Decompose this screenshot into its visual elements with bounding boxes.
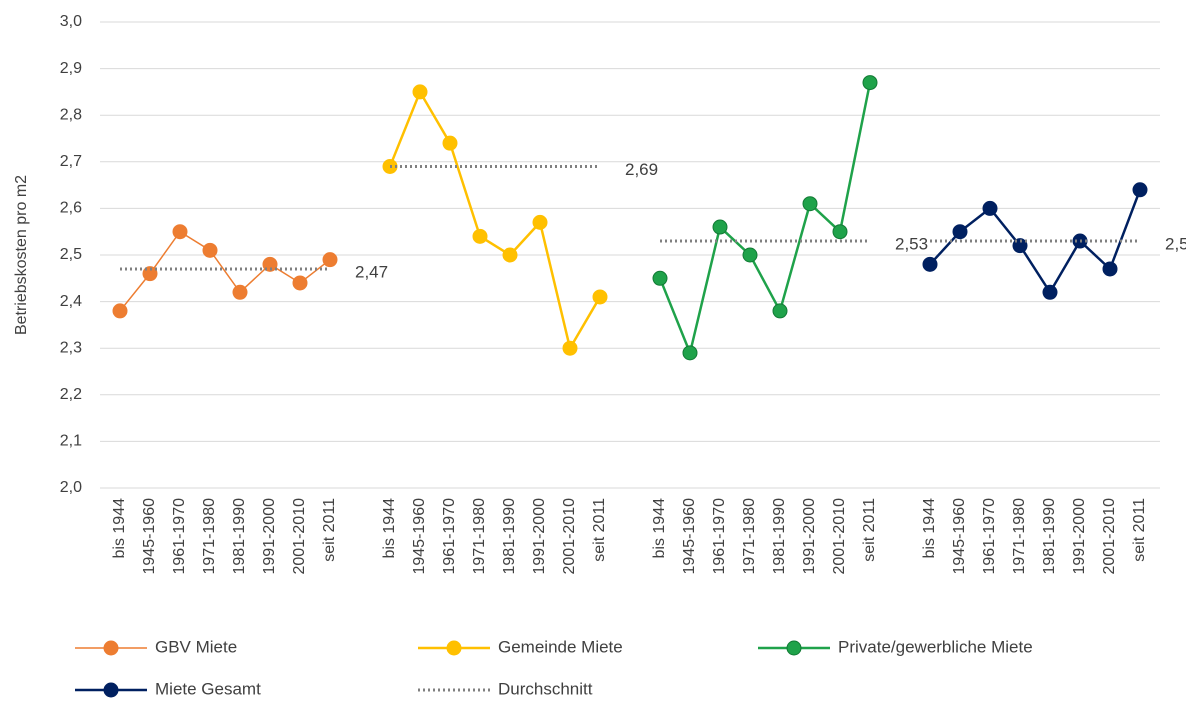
point bbox=[592, 289, 608, 305]
x-tick-label: 1991-2000 bbox=[1071, 498, 1088, 575]
legend-label: Durchschnitt bbox=[498, 679, 593, 698]
x-tick-label: 1991-2000 bbox=[261, 498, 278, 575]
y-tick-label: 2,0 bbox=[60, 479, 82, 496]
y-tick-label: 2,9 bbox=[60, 60, 82, 77]
legend-label: GBV Miete bbox=[155, 637, 237, 656]
point bbox=[412, 84, 428, 100]
data-label: 2,53 bbox=[1165, 235, 1186, 254]
series-line bbox=[658, 82, 872, 357]
x-tick-label: 1971-1980 bbox=[741, 498, 758, 575]
y-tick-label: 2,3 bbox=[60, 339, 82, 356]
legend-marker bbox=[103, 682, 119, 698]
point bbox=[112, 303, 128, 319]
y-tick-label: 2,6 bbox=[60, 200, 82, 217]
x-tick-label: bis 1944 bbox=[381, 498, 398, 559]
point bbox=[652, 270, 668, 286]
x-tick-label: 2001-2010 bbox=[291, 498, 308, 575]
x-tick-label: 2001-2010 bbox=[561, 498, 578, 575]
point bbox=[832, 224, 848, 240]
legend-label: Miete Gesamt bbox=[155, 679, 261, 698]
x-tick-label: 1971-1980 bbox=[1011, 498, 1028, 575]
x-tick-label: 1991-2000 bbox=[801, 498, 818, 575]
x-tick-label: 1961-1970 bbox=[711, 498, 728, 575]
point bbox=[562, 340, 578, 356]
point bbox=[502, 247, 518, 263]
y-tick-label: 2,8 bbox=[60, 106, 82, 123]
x-tick-label: seit 2011 bbox=[321, 498, 338, 562]
point bbox=[772, 303, 788, 319]
legend-marker bbox=[786, 640, 802, 656]
x-tick-label: 2001-2010 bbox=[1101, 498, 1118, 575]
series-line bbox=[388, 89, 602, 352]
point bbox=[442, 135, 458, 151]
x-tick-label: 1971-1980 bbox=[471, 498, 488, 575]
x-tick-label: bis 1944 bbox=[111, 498, 128, 559]
x-tick-label: 1981-1990 bbox=[231, 498, 248, 575]
x-tick-label: seit 2011 bbox=[1131, 498, 1148, 562]
y-axis-label: Betriebskosten pro m2 bbox=[13, 175, 30, 335]
point bbox=[292, 275, 308, 291]
legend-label: Private/gewerbliche Miete bbox=[838, 637, 1033, 656]
point bbox=[682, 345, 698, 361]
y-tick-label: 3,0 bbox=[60, 13, 82, 30]
legend-marker bbox=[103, 640, 119, 656]
point bbox=[742, 247, 758, 263]
point bbox=[712, 219, 728, 235]
point bbox=[922, 256, 938, 272]
x-tick-label: 1945-1960 bbox=[141, 498, 158, 575]
x-tick-label: seit 2011 bbox=[861, 498, 878, 562]
y-tick-label: 2,4 bbox=[60, 293, 82, 310]
point bbox=[982, 200, 998, 216]
data-label: 2,47 bbox=[355, 262, 388, 281]
x-tick-label: 2001-2010 bbox=[831, 498, 848, 575]
y-tick-label: 2,7 bbox=[60, 153, 82, 170]
point bbox=[202, 242, 218, 258]
x-tick-label: seit 2011 bbox=[591, 498, 608, 562]
x-tick-label: 1945-1960 bbox=[411, 498, 428, 575]
x-tick-label: 1961-1970 bbox=[981, 498, 998, 575]
x-tick-label: bis 1944 bbox=[921, 498, 938, 559]
x-tick-label: 1991-2000 bbox=[531, 498, 548, 575]
point bbox=[322, 252, 338, 268]
x-tick-label: 1961-1970 bbox=[171, 498, 188, 575]
data-label: 2,53 bbox=[895, 235, 928, 254]
point bbox=[172, 224, 188, 240]
y-tick-label: 2,1 bbox=[60, 433, 82, 450]
point bbox=[532, 214, 548, 230]
x-tick-label: 1945-1960 bbox=[681, 498, 698, 575]
x-tick-label: bis 1944 bbox=[651, 498, 668, 559]
legend-label: Gemeinde Miete bbox=[498, 637, 623, 656]
x-tick-label: 1981-1990 bbox=[1041, 498, 1058, 575]
y-tick-label: 2,2 bbox=[60, 386, 82, 403]
point bbox=[802, 196, 818, 212]
point bbox=[1132, 182, 1148, 198]
point bbox=[232, 284, 248, 300]
point bbox=[1042, 284, 1058, 300]
x-tick-label: 1981-1990 bbox=[501, 498, 518, 575]
x-tick-label: 1971-1980 bbox=[201, 498, 218, 575]
point bbox=[952, 224, 968, 240]
point bbox=[472, 228, 488, 244]
data-label: 2,69 bbox=[625, 160, 658, 179]
x-tick-label: 1945-1960 bbox=[951, 498, 968, 575]
x-tick-label: 1981-1990 bbox=[771, 498, 788, 575]
legend-marker bbox=[446, 640, 462, 656]
y-tick-label: 2,5 bbox=[60, 246, 82, 263]
x-tick-label: 1961-1970 bbox=[441, 498, 458, 575]
point bbox=[862, 75, 878, 91]
point bbox=[1102, 261, 1118, 277]
